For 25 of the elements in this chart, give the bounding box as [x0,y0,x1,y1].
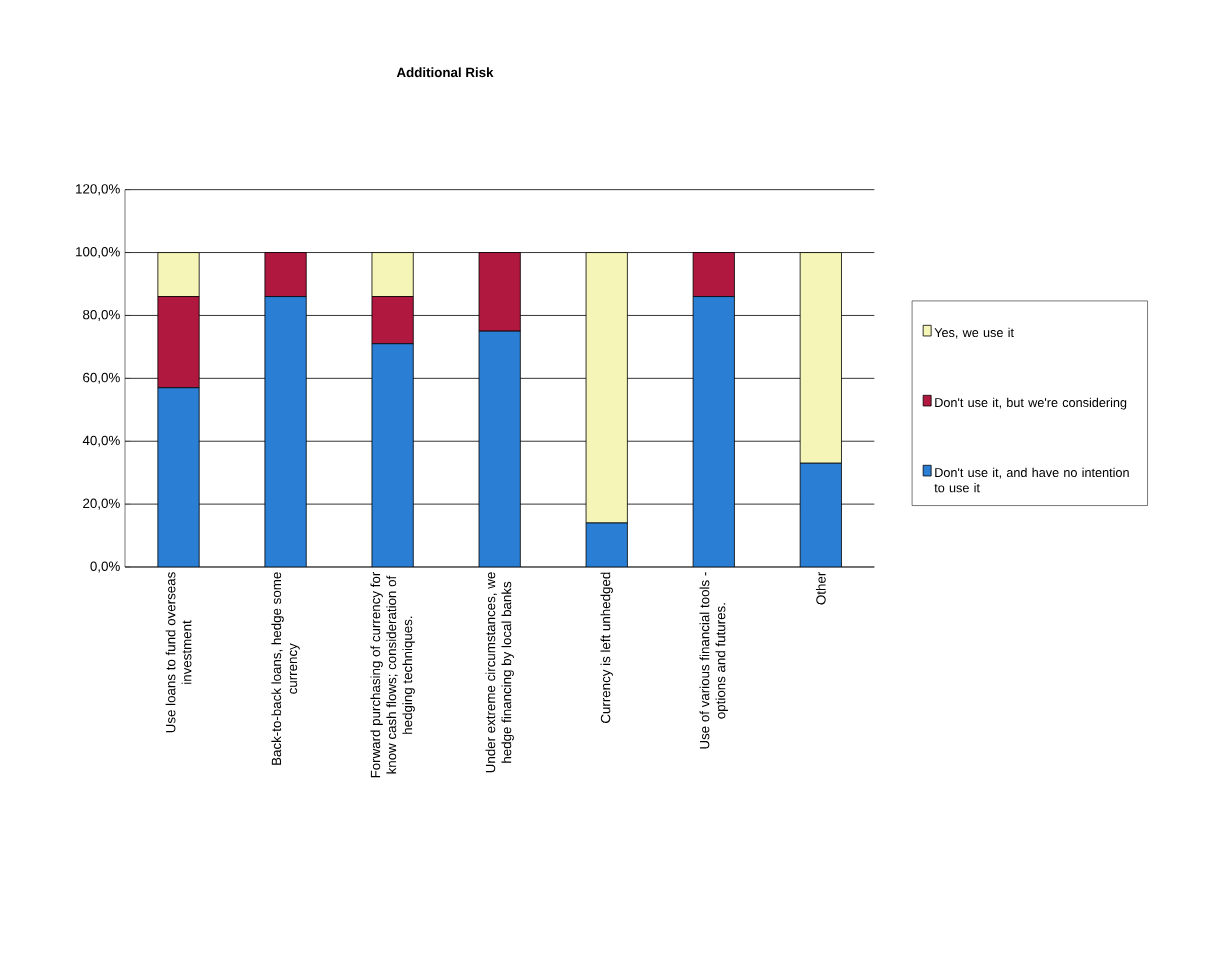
x-tick-label: Use loans to fund overseas investment [165,572,192,733]
y-tick-label: 80,0% [83,309,120,321]
x-tick-label: Currency is left unhedged [600,572,613,723]
bar [157,387,200,567]
x-tick-label: Use of various financial tools - options and futures. [699,572,728,749]
bar [585,522,628,567]
y-tick-label: 120,0% [76,184,120,196]
y-tick-label: 100,0% [76,247,120,259]
bar [799,462,842,567]
x-tick-label: Other [815,571,826,605]
y-tick-label: 60,0% [83,372,120,384]
x-tick-label: Forward purchasing of currency for know cash flows; consideration of hedging techniques. [370,571,415,778]
y-tick-label: 20,0% [83,498,120,510]
bar [692,296,735,567]
chart-title: Additional Risk [396,67,494,78]
x-tick-label: Back-to-back loans, hedge some currency [271,572,300,765]
bar [371,343,414,567]
x-tick-label: Under extreme circumstances, we hedge financing by local banks [485,572,514,773]
legend-label: Don't use it, but we're considering [935,397,1127,410]
bar [478,330,521,567]
legend-label: Don't use it, and have no intention to use it [934,467,1129,493]
legend-label: Yes, we use it [934,327,1014,339]
y-tick-label: 40,0% [82,435,120,447]
bar [264,296,307,567]
y-tick-label: 0,0% [90,561,120,573]
